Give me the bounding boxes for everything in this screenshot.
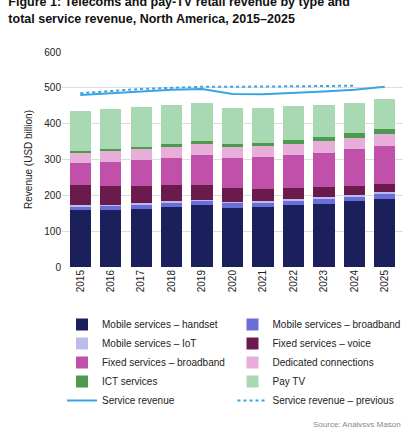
svg-text:2024: 2024 [349,270,360,293]
svg-text:Mobile services – IoT: Mobile services – IoT [102,338,196,349]
svg-text:600: 600 [44,47,61,58]
svg-text:2021: 2021 [257,270,268,293]
svg-text:2017: 2017 [135,270,146,293]
svg-text:Figure 1: Telecoms and pay-TV: Figure 1: Telecoms and pay-TV retail rev… [8,0,350,26]
svg-text:0: 0 [55,262,61,273]
svg-text:2016: 2016 [105,270,116,293]
svg-text:400: 400 [44,118,61,129]
svg-text:Mobile services – handset: Mobile services – handset [102,319,218,330]
svg-text:2025: 2025 [379,270,390,293]
svg-text:Revenue (USD billion): Revenue (USD billion) [23,110,34,209]
svg-text:Fixed services – broadband: Fixed services – broadband [102,357,225,368]
svg-text:2018: 2018 [166,270,177,293]
svg-text:Source: Analysys Mason: Source: Analysys Mason [313,420,401,427]
svg-text:Fixed services – voice: Fixed services – voice [273,338,372,349]
svg-text:500: 500 [44,82,61,93]
svg-text:100: 100 [44,226,61,237]
svg-text:ICT services: ICT services [102,376,157,387]
svg-text:300: 300 [44,154,61,165]
svg-text:Dedicated connections: Dedicated connections [273,357,374,368]
svg-text:Pay TV: Pay TV [273,376,306,387]
svg-text:200: 200 [44,190,61,201]
svg-text:2020: 2020 [227,270,238,293]
svg-text:Service revenue: Service revenue [102,395,175,406]
svg-text:2023: 2023 [318,270,329,293]
svg-text:Service revenue – previous: Service revenue – previous [273,395,394,406]
svg-text:2015: 2015 [75,270,86,293]
svg-text:2022: 2022 [288,270,299,293]
svg-text:Mobile services – broadband: Mobile services – broadband [273,319,401,330]
svg-text:2019: 2019 [196,270,207,293]
